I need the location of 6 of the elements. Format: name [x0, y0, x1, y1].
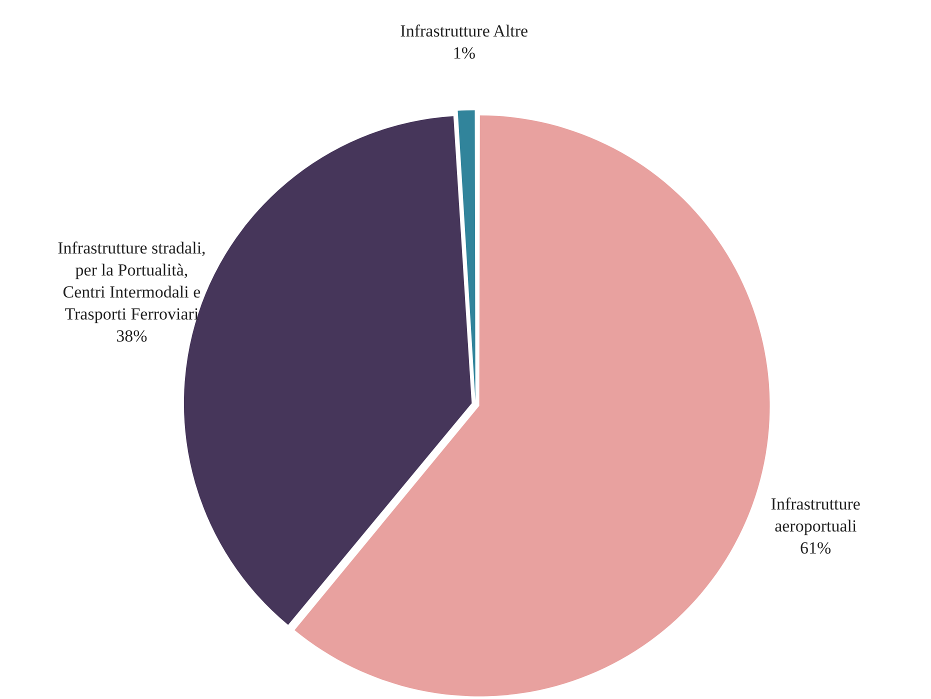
slice-label: Infrastrutture aeroportuali	[770, 494, 860, 536]
data-label: 61%	[800, 538, 832, 558]
slice-label: Infrastrutture Altre	[400, 22, 528, 41]
slice-label: Infrastrutture stradali, per la Portualità, Centri Intermodali e Trasporti Ferroviari	[58, 238, 206, 324]
data-label: 1%	[452, 44, 476, 63]
data-label: 38%	[116, 326, 148, 346]
